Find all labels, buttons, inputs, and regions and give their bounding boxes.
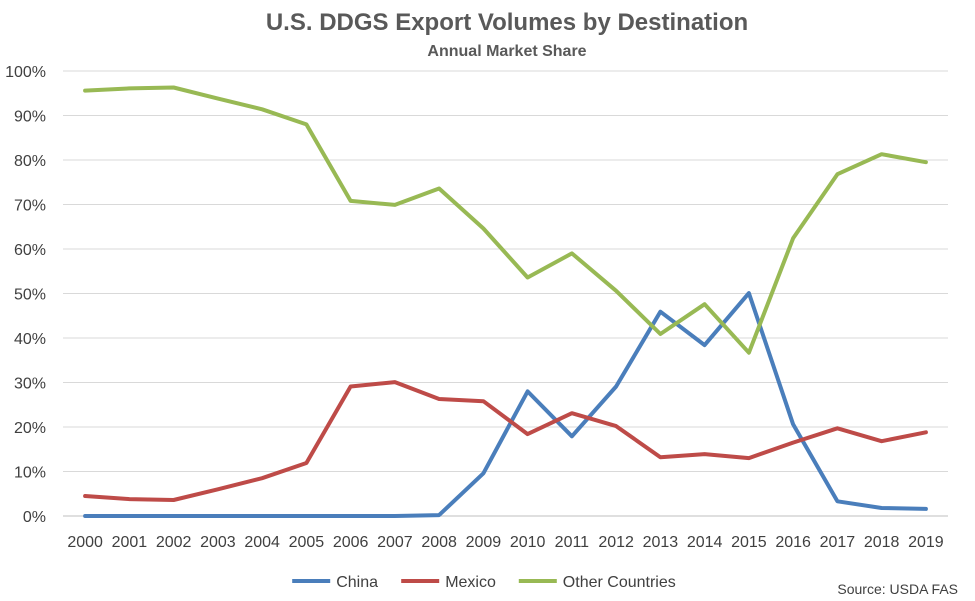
y-tick-label: 70% xyxy=(14,198,46,215)
x-tick-label: 2017 xyxy=(820,534,856,551)
legend-label-china: China xyxy=(336,574,378,591)
x-tick-label: 2006 xyxy=(333,534,369,551)
x-tick-label: 2011 xyxy=(555,534,590,551)
series-line-mexico xyxy=(83,380,928,502)
x-tick-label: 2002 xyxy=(156,534,192,551)
x-tick-label: 2004 xyxy=(244,534,280,551)
y-tick-label: 50% xyxy=(14,287,46,304)
x-tick-label: 2001 xyxy=(112,534,148,551)
y-tick-label: 80% xyxy=(14,153,46,170)
legend-label-other-countries: Other Countries xyxy=(563,574,676,591)
y-tick-label: 100% xyxy=(5,64,46,81)
x-axis-ticks: 2000 2001 2002 2003 2004 2005 2006 2007 2008 2009… xyxy=(67,534,943,551)
y-tick-label: 0% xyxy=(23,509,46,526)
chart-title: U.S. DDGS Export Volumes by Destination xyxy=(266,9,748,36)
x-tick-label: 2000 xyxy=(67,534,103,551)
series-lines xyxy=(83,85,928,518)
series-line-other-countries xyxy=(83,85,928,355)
y-tick-label: 20% xyxy=(14,420,46,437)
x-tick-label: 2016 xyxy=(775,534,811,551)
y-axis-ticks: 0% 10% 20% 30% 40% 50% 60% 70% 80% 90% 100% xyxy=(5,64,46,526)
y-tick-label: 30% xyxy=(14,376,46,393)
x-tick-label: 2015 xyxy=(731,534,767,551)
legend-label-mexico: Mexico xyxy=(445,574,496,591)
x-tick-label: 2010 xyxy=(510,534,546,551)
y-tick-label: 10% xyxy=(14,465,46,482)
x-tick-label: 2019 xyxy=(908,534,944,551)
source-note: Source: USDA FAS xyxy=(837,581,958,597)
legend: China Mexico Other Countries xyxy=(292,574,676,591)
x-tick-label: 2014 xyxy=(687,534,723,551)
x-tick-label: 2007 xyxy=(377,534,413,551)
x-tick-label: 2013 xyxy=(643,534,679,551)
chart-subtitle: Annual Market Share xyxy=(427,43,586,60)
gridlines xyxy=(63,70,948,517)
x-tick-label: 2012 xyxy=(598,534,634,551)
x-tick-label: 2018 xyxy=(864,534,900,551)
series-line-china xyxy=(83,291,928,518)
x-tick-label: 2003 xyxy=(200,534,236,551)
y-tick-label: 60% xyxy=(14,242,46,259)
x-tick-label: 2008 xyxy=(421,534,457,551)
y-tick-label: 90% xyxy=(14,109,46,126)
x-tick-label: 2005 xyxy=(289,534,325,551)
y-tick-label: 40% xyxy=(14,331,46,348)
x-tick-label: 2009 xyxy=(466,534,502,551)
